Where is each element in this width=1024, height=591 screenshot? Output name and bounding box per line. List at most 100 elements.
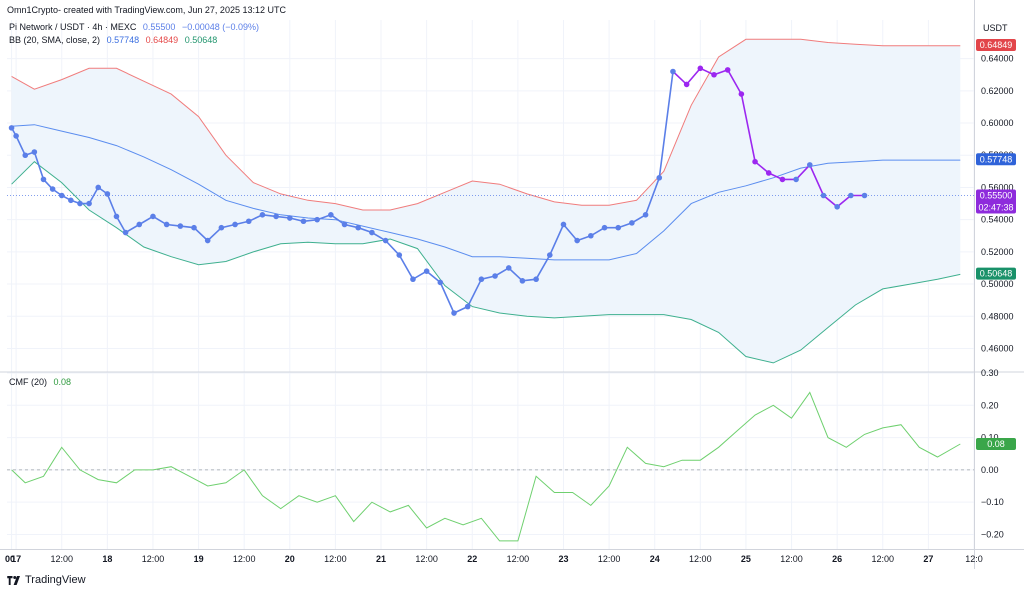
last-price-tag-countdown: 02:47:38 [978,203,1013,213]
price-point[interactable] [273,213,279,220]
price-point[interactable] [738,91,745,97]
time-tick-label: 12:0 [965,554,983,564]
price-point[interactable] [546,252,553,258]
price-point[interactable] [642,212,649,218]
cmf-label[interactable]: CMF (20) [9,377,47,387]
bb-basis-tag-value: 0.57748 [980,154,1013,164]
price-point[interactable] [122,229,129,236]
bollinger-band-fill [11,39,961,363]
cmf-axis[interactable]: 0.30 0.20 0.10 0.00 −0.10 −0.20 [981,368,1004,539]
time-tick-label: 27 [923,554,933,564]
price-point[interactable] [136,221,143,228]
price-point[interactable] [177,223,184,229]
price-point[interactable] [478,276,485,283]
bb-upper-line [11,38,961,211]
price-point[interactable] [328,212,334,218]
price-point[interactable] [848,192,854,199]
price-point[interactable] [204,237,211,244]
cmf-tick-label: 0.20 [981,400,999,410]
price-point[interactable] [752,158,758,165]
price-point[interactable] [601,224,608,231]
price-tick-label: 0.60000 [981,118,1014,128]
price-point[interactable] [670,68,676,75]
price-point[interactable] [95,184,102,191]
price-point[interactable] [300,218,307,225]
cmf-series [11,391,961,542]
price-point[interactable] [150,213,156,220]
price-point[interactable] [615,224,622,231]
price-point[interactable] [820,192,827,199]
price-point[interactable] [711,71,717,78]
price-point[interactable] [77,200,83,207]
price-point[interactable] [341,221,348,228]
price-point[interactable] [22,152,29,159]
price-point[interactable] [519,278,526,284]
price-point[interactable] [58,192,65,199]
axis-currency-label: USDT [983,23,1008,33]
price-point[interactable] [191,224,197,231]
price-point[interactable] [574,237,580,244]
price-point[interactable] [464,303,471,310]
bb-lower-line [11,161,961,364]
price-point[interactable] [765,170,772,176]
cmf-tick-label: −0.20 [981,529,1004,539]
price-point[interactable] [86,200,92,207]
symbol-legend[interactable]: Pi Network / USDT · 4h · MEXC 0.55500 −0… [9,22,263,32]
price-point[interactable] [492,273,498,279]
price-point[interactable] [13,133,19,139]
price-point[interactable] [104,191,111,197]
price-point[interactable] [437,279,444,286]
price-point[interactable] [218,224,225,231]
tradingview-brand[interactable]: TradingView [7,574,86,586]
price-point[interactable] [31,149,38,155]
price-point[interactable] [287,215,293,221]
last-price-tag [976,189,1016,214]
price-point[interactable] [410,276,416,283]
price-point[interactable] [697,65,704,72]
cmf-line [11,391,961,542]
price-point[interactable] [423,268,430,274]
price-point[interactable] [369,229,375,236]
price-point[interactable] [40,176,47,183]
price-point[interactable] [259,212,266,218]
price-point[interactable] [396,252,403,258]
price-point[interactable] [724,67,731,73]
price-point[interactable] [779,176,786,183]
price-point[interactable] [629,220,635,226]
price-point[interactable] [245,218,252,225]
price-point[interactable] [314,216,320,223]
price-point[interactable] [656,174,663,181]
time-tick-label: 12:00 [324,554,347,564]
bb-legend[interactable]: BB (20, SMA, close, 2) 0.57748 0.64849 0… [9,35,221,45]
symbol-name[interactable]: Pi Network / USDT · 4h · MEXC [9,22,137,32]
price-point[interactable] [505,265,512,271]
price-point[interactable] [8,125,15,131]
price-point[interactable] [861,192,868,199]
bb-label[interactable]: BB (20, SMA, close, 2) [9,35,101,45]
price-point[interactable] [683,81,690,88]
price-point[interactable] [163,221,170,228]
cmf-tag-value: 0.08 [987,439,1005,449]
price-point[interactable] [806,162,813,168]
price-point[interactable] [793,176,799,183]
bb-basis-tag [976,153,1016,166]
price-point[interactable] [451,310,457,316]
price-point[interactable] [232,221,238,228]
time-tick-label: 19 [194,554,204,564]
time-tick-label: 00 [5,554,15,564]
price-tick-label: 0.54000 [981,215,1014,225]
price-axis[interactable]: USDT0.640000.620000.600000.580000.560000… [981,23,1014,353]
price-point[interactable] [113,213,120,220]
price-point[interactable] [68,197,74,204]
price-point[interactable] [588,232,594,239]
price-point[interactable] [355,224,362,231]
price-point[interactable] [834,203,840,210]
price-point[interactable] [533,276,539,283]
cmf-legend[interactable]: CMF (20) 0.08 [9,377,75,387]
price-tick-label: 0.52000 [981,247,1014,257]
price-point[interactable] [560,221,567,228]
price-point[interactable] [382,237,389,244]
price-point[interactable] [49,186,56,192]
